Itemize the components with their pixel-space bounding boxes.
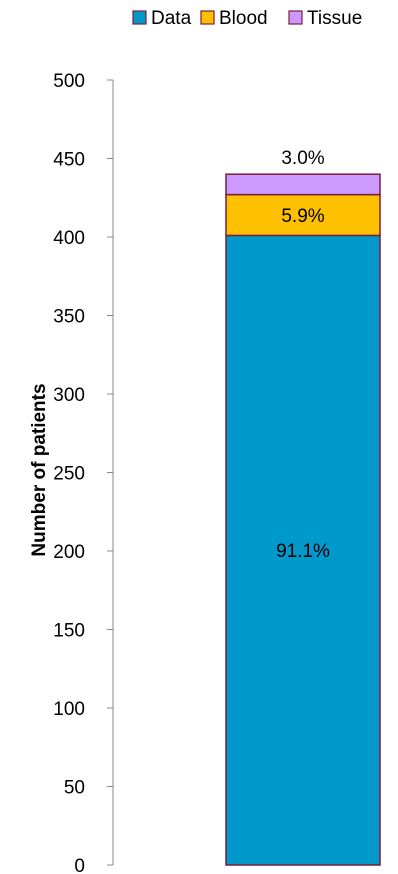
data-label-data: 91.1% (276, 541, 330, 562)
y-tick-label: 0 (74, 856, 85, 874)
bar-segment-data (225, 234, 381, 866)
data-label-blood: 5.9% (281, 206, 324, 227)
legend-label-blood: Blood (219, 8, 268, 29)
data-labels: 91.1% 5.9% 3.0% (276, 148, 330, 562)
y-tick-label: 100 (53, 699, 85, 720)
legend-label-tissue: Tissue (307, 8, 362, 29)
legend-swatch-tissue (288, 10, 303, 25)
y-tick-label: 250 (53, 464, 85, 485)
y-tick-label: 150 (53, 621, 85, 642)
y-axis: 0 50 100 150 200 250 300 350 400 450 500 (53, 71, 114, 874)
legend: Data Blood Tissue (132, 8, 362, 29)
legend-swatch-data (132, 10, 147, 25)
y-tick-label: 400 (53, 228, 85, 249)
y-tick-label: 300 (53, 385, 85, 406)
legend-label-data: Data (151, 8, 192, 29)
legend-swatch-blood (200, 10, 215, 25)
y-tick-label: 500 (53, 71, 85, 92)
data-label-tissue: 3.0% (281, 148, 324, 169)
y-tick-label: 350 (53, 307, 85, 328)
y-tick-label: 200 (53, 542, 85, 563)
y-tick-label: 450 (53, 150, 85, 171)
y-tick-label: 50 (64, 778, 85, 799)
y-axis-label: Number of patients (29, 383, 50, 556)
bar-segment-tissue (225, 173, 381, 196)
bar-stack (225, 173, 381, 866)
